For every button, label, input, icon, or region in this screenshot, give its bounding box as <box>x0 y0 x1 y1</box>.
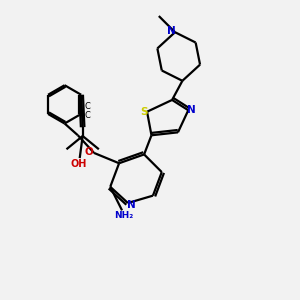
Text: O: O <box>84 147 93 158</box>
Text: N: N <box>188 105 196 115</box>
Text: C: C <box>85 111 91 120</box>
Text: NH₂: NH₂ <box>114 211 133 220</box>
Text: S: S <box>140 107 148 117</box>
Text: OH: OH <box>70 159 86 169</box>
Text: C: C <box>85 102 91 111</box>
Text: N: N <box>167 26 176 36</box>
Text: N: N <box>127 200 136 210</box>
